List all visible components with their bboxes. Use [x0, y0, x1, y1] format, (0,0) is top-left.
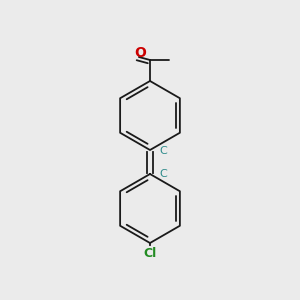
Text: Cl: Cl — [143, 247, 157, 260]
Text: O: O — [134, 46, 146, 60]
Text: C: C — [160, 169, 167, 179]
Text: C: C — [160, 146, 167, 156]
